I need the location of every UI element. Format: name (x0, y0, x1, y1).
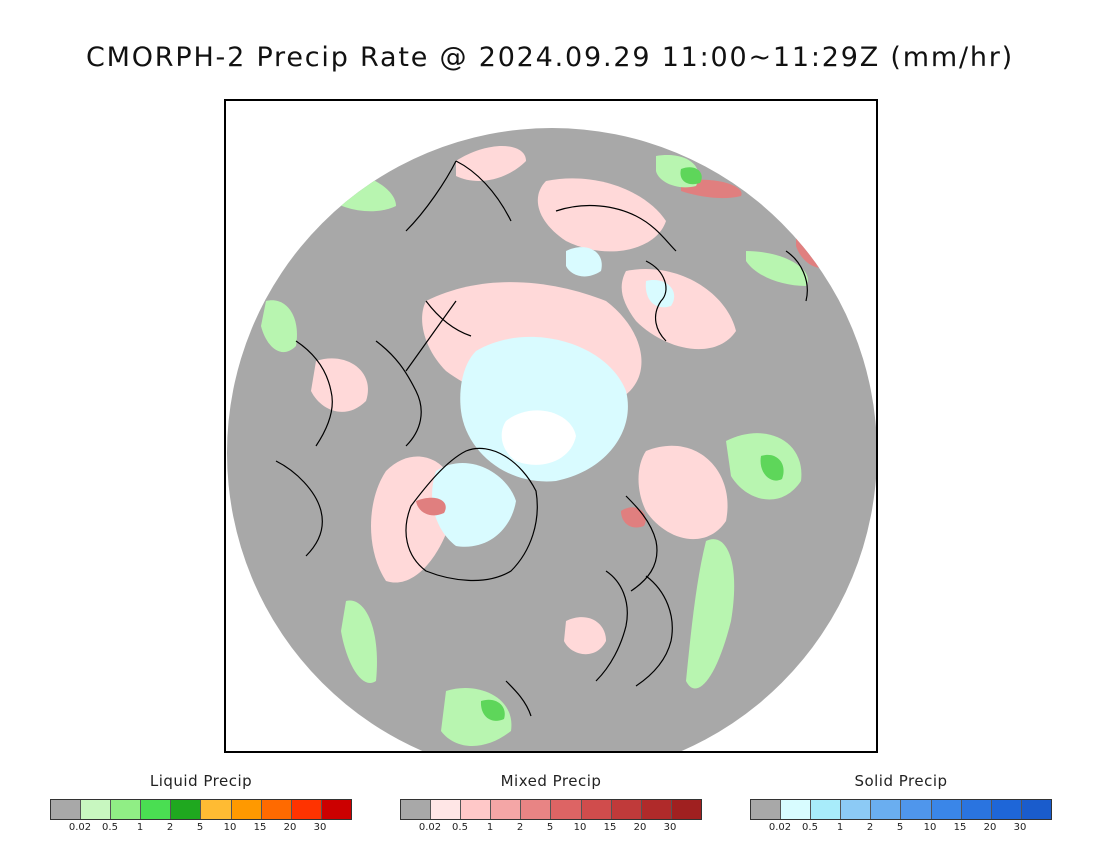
legend-solid: Solid Precip 0.02 0.5 1 2 5 10 15 20 30 (750, 772, 1052, 834)
legend-solid-tick-label: 10 (923, 822, 937, 833)
legend-solid-tick-label: 0.02 (768, 822, 792, 833)
legend-mixed-swatch (641, 800, 672, 819)
legend-solid-swatch (811, 800, 842, 819)
legend-liquid-swatch (171, 800, 202, 819)
legend-mixed-swatch (611, 800, 642, 819)
legend-mixed-tick-label: 15 (603, 822, 617, 833)
legend-mixed: Mixed Precip 0.02 0.5 1 2 5 10 15 20 30 (400, 772, 702, 834)
legend-mixed-swatch (551, 800, 582, 819)
legend-mixed-swatch (431, 800, 462, 819)
legend-liquid-swatch (141, 800, 172, 819)
legend-liquid-tick-label: 15 (253, 822, 267, 833)
legend-solid-swatch (931, 800, 962, 819)
legend-liquid-tick-label: 2 (166, 822, 174, 833)
legend-mixed-tick-label: 1 (486, 822, 494, 833)
chart-title: CMORPH-2 Precip Rate @ 2024.09.29 11:00~… (86, 42, 1014, 73)
legend-liquid-tick-label: 10 (223, 822, 237, 833)
legend-mixed-swatches (400, 799, 702, 820)
legend-liquid-swatch (201, 800, 232, 819)
legend-liquid-swatch (81, 800, 112, 819)
legend-liquid-tick-label: 0.5 (102, 822, 118, 833)
legend-solid-swatch (751, 800, 782, 819)
legend-solid-tick-label: 20 (983, 822, 997, 833)
legend-solid-tick-label: 5 (896, 822, 904, 833)
legend-liquid-swatch (231, 800, 262, 819)
legend-solid-swatch (1021, 800, 1051, 819)
coastlines (275, 160, 808, 717)
legend-mixed-ticks: 0.02 0.5 1 2 5 10 15 20 30 (400, 820, 700, 834)
legend-mixed-tick-label: 0.02 (418, 822, 442, 833)
legend-mixed-tick-label: 2 (516, 822, 524, 833)
legend-solid-tick-label: 15 (953, 822, 967, 833)
legend-mixed-swatch (401, 800, 432, 819)
legend-solid-swatch (781, 800, 812, 819)
legend-liquid-swatch (51, 800, 82, 819)
legend-solid-tick-label: 0.5 (802, 822, 818, 833)
legend-mixed-tick-label: 20 (633, 822, 647, 833)
legend-mixed-tick-label: 5 (546, 822, 554, 833)
legend-solid-swatch (841, 800, 872, 819)
legend-liquid-swatch (291, 800, 322, 819)
legend-mixed-swatch (461, 800, 492, 819)
polar-precip-map (224, 99, 878, 753)
legend-liquid-swatch (261, 800, 292, 819)
legend-liquid-tick-label: 0.02 (68, 822, 92, 833)
legend-mixed-tick-label: 10 (573, 822, 587, 833)
legend-mixed-tick-label: 0.5 (452, 822, 468, 833)
legend-liquid-tick-label: 20 (283, 822, 297, 833)
legend-solid-swatch (871, 800, 902, 819)
legend-solid-swatch (901, 800, 932, 819)
legend-solid-swatch (991, 800, 1022, 819)
legend-liquid-tick-label: 1 (136, 822, 144, 833)
solid-precip-areas (432, 247, 675, 547)
legend-solid-title: Solid Precip (854, 772, 948, 790)
legend-liquid-title: Liquid Precip (149, 772, 253, 790)
legend-solid-tick-label: 1 (836, 822, 844, 833)
legend-mixed-swatch (491, 800, 522, 819)
legend-liquid-tick-label: 30 (313, 822, 327, 833)
legend-liquid-swatches (50, 799, 352, 820)
legend-solid-tick-label: 2 (866, 822, 874, 833)
liquid-precip-cores (480, 167, 784, 721)
legend-mixed-tick-label: 30 (663, 822, 677, 833)
legend-liquid-ticks: 0.02 0.5 1 2 5 10 15 20 30 (50, 820, 350, 834)
legend-mixed-title: Mixed Precip (500, 772, 602, 790)
legend-solid-ticks: 0.02 0.5 1 2 5 10 15 20 30 (750, 820, 1050, 834)
legend-mixed-swatch (521, 800, 552, 819)
legend-liquid: Liquid Precip 0.02 0.5 1 2 5 10 15 20 30 (50, 772, 352, 834)
legend-solid-swatches (750, 799, 1052, 820)
legend-mixed-swatch (671, 800, 701, 819)
legend-mixed-swatch (581, 800, 612, 819)
legend-solid-tick-label: 30 (1013, 822, 1027, 833)
legend-solid-swatch (961, 800, 992, 819)
precip-overlay (261, 146, 832, 746)
legend-liquid-tick-label: 5 (196, 822, 204, 833)
legend-liquid-swatch (321, 800, 351, 819)
legend-liquid-swatch (111, 800, 142, 819)
solid-precip-peak (501, 410, 576, 465)
